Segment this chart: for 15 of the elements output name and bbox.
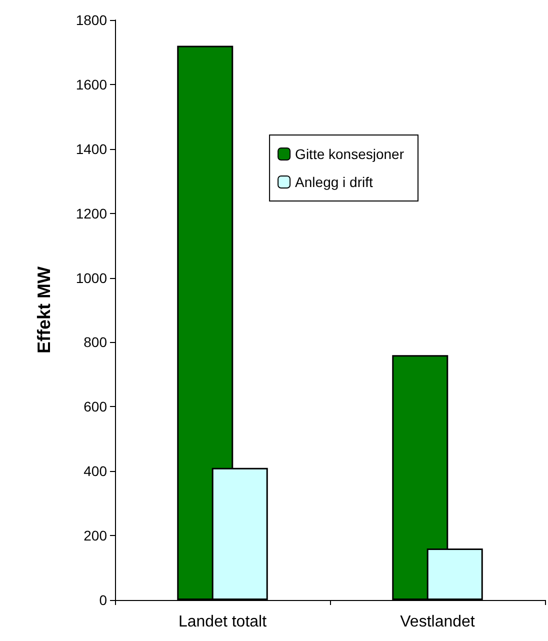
- y-axis-title: Effekt MW: [34, 266, 54, 354]
- legend-label: Gitte konsesjoner: [295, 146, 404, 162]
- x-tick-label: Vestlandet: [400, 614, 476, 630]
- y-tick-label: 1600: [76, 76, 108, 92]
- y-tick-label: 1800: [76, 12, 108, 28]
- y-tick-label: 200: [84, 528, 108, 544]
- legend-label: Anlegg i drift: [295, 174, 373, 190]
- x-tick-label: Landet totalt: [178, 614, 268, 630]
- y-tick-label: 0: [99, 592, 108, 608]
- y-tick-label: 1400: [76, 140, 108, 157]
- y-tick-label: 1200: [76, 205, 108, 222]
- y-tick-label: 800: [84, 334, 108, 350]
- y-tick-label: 1000: [76, 270, 108, 286]
- y-tick-label: 400: [84, 463, 108, 480]
- y-tick-label: 600: [84, 398, 108, 415]
